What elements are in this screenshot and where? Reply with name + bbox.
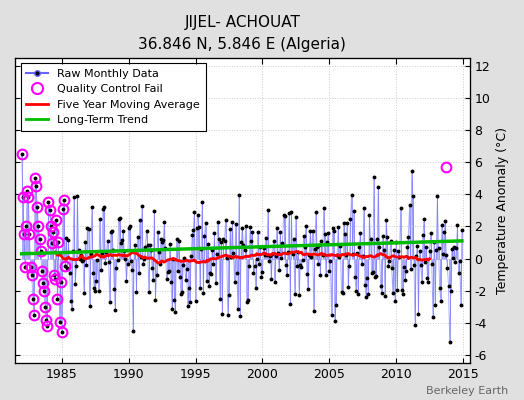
Text: Berkeley Earth: Berkeley Earth	[426, 386, 508, 396]
Title: JIJEL- ACHOUAT
36.846 N, 5.846 E (Algeria): JIJEL- ACHOUAT 36.846 N, 5.846 E (Algeri…	[138, 15, 346, 52]
Y-axis label: Temperature Anomaly (°C): Temperature Anomaly (°C)	[496, 127, 509, 294]
Legend: Raw Monthly Data, Quality Control Fail, Five Year Moving Average, Long-Term Tren: Raw Monthly Data, Quality Control Fail, …	[20, 63, 205, 131]
